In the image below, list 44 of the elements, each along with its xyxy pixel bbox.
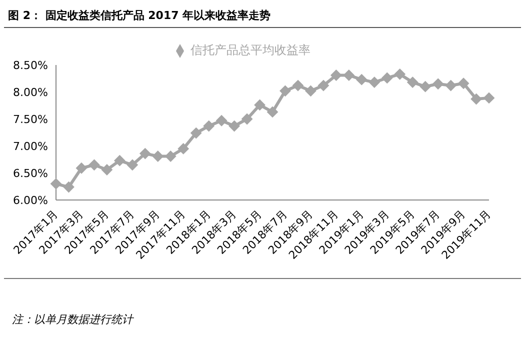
point — [280, 85, 291, 96]
point — [368, 76, 380, 88]
point — [165, 150, 176, 162]
point — [228, 120, 240, 132]
point — [114, 155, 126, 166]
point — [356, 74, 368, 86]
y-tick-label: 6.00% — [13, 194, 48, 207]
text: 注：以单月数据进行统计 — [12, 312, 133, 327]
chart-title: 图 2： 固定收益类信托产品 2017 年以来收益率走势 — [8, 8, 271, 23]
point — [178, 143, 189, 154]
point — [76, 162, 87, 174]
point — [152, 150, 164, 162]
point — [254, 99, 266, 110]
y-tick-label: 8.00% — [13, 86, 48, 99]
point — [343, 70, 354, 81]
point — [63, 182, 74, 193]
point — [484, 92, 494, 104]
point — [445, 80, 456, 92]
y-tick-label: 7.00% — [13, 140, 48, 153]
point — [394, 68, 406, 80]
point — [305, 85, 316, 96]
point — [126, 159, 138, 170]
y-tick-label: 6.50% — [13, 166, 48, 180]
point — [140, 148, 151, 160]
point — [216, 115, 228, 126]
legend-label: 信托产品总平均收益率 — [190, 43, 310, 57]
point — [292, 80, 304, 92]
point — [458, 78, 470, 89]
point — [382, 72, 393, 84]
point — [203, 120, 214, 132]
point — [50, 178, 62, 190]
point — [88, 159, 100, 170]
point — [407, 76, 418, 88]
point — [318, 80, 329, 92]
point — [330, 70, 342, 81]
point — [470, 94, 482, 105]
y-tick-label: 8.50% — [13, 58, 48, 72]
point — [432, 78, 444, 90]
point — [242, 114, 253, 124]
point — [101, 164, 112, 176]
y-tick-label: 7.50% — [13, 112, 48, 126]
point — [420, 81, 431, 92]
point — [267, 106, 278, 118]
point — [190, 128, 202, 139]
